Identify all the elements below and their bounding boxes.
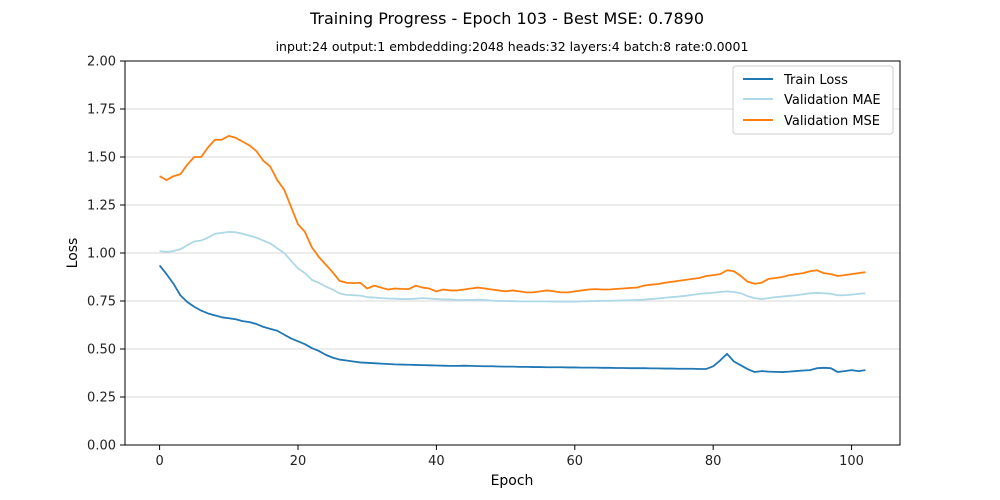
series-line-train-loss	[158, 264, 866, 373]
y-axis-label: Loss	[65, 238, 81, 269]
x-tick-label: 60	[567, 454, 584, 469]
x-tick-label: 0	[155, 454, 163, 469]
y-tick-label: 0.00	[87, 439, 116, 454]
legend-label-validation-mse: Validation MSE	[784, 114, 880, 129]
y-tick-label: 0.50	[87, 343, 116, 358]
y-tick-label: 1.50	[87, 151, 116, 166]
y-tick-label: 2.00	[87, 55, 116, 70]
x-tick-label: 40	[428, 454, 445, 469]
series-line-validation-mse	[159, 134, 866, 294]
x-tick-label: 80	[705, 454, 722, 469]
y-tick-label: 0.75	[87, 295, 116, 310]
y-axis: 0.00 0.25 0.50 0.75 1.00 1.25 1.50 1.75 2.00	[87, 55, 125, 454]
x-tick-label: 100	[839, 454, 864, 469]
x-tick-label: 20	[290, 454, 307, 469]
legend-label-train-loss: Train Loss	[783, 73, 848, 88]
chart-subtitle: input:24 output:1 embdedding:2048 heads:…	[276, 39, 749, 54]
legend-label-validation-mae: Validation MAE	[784, 93, 881, 108]
y-tick-label: 1.75	[87, 103, 116, 118]
legend: Train Loss Validation MAE Validation MSE	[732, 65, 894, 135]
grid-lines	[125, 108, 900, 398]
x-axis-label: Epoch	[491, 473, 534, 489]
legend-box	[732, 65, 894, 135]
chart-title: Training Progress - Epoch 103 - Best MSE…	[309, 9, 704, 28]
y-tick-label: 1.00	[87, 247, 116, 262]
y-tick-label: 1.25	[87, 199, 116, 214]
x-axis: 0 20 40 60 80 100	[155, 445, 864, 469]
series-line-validation-mae	[159, 230, 866, 303]
series-lines	[158, 134, 866, 373]
y-tick-label: 0.25	[87, 391, 116, 406]
